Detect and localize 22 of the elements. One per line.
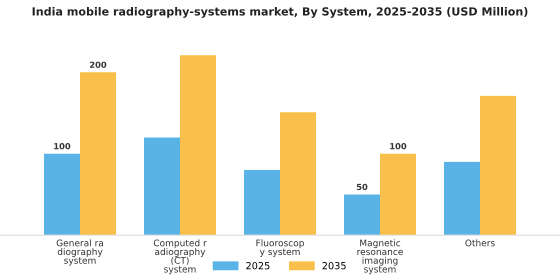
bar — [380, 154, 416, 236]
bar — [344, 194, 380, 236]
x-tick-label: General ra diography system — [56, 239, 104, 266]
bar — [44, 154, 80, 236]
chart-title: India mobile radiography-systems market, By System, 2025-2035 (USD Million) — [32, 7, 528, 18]
bar — [444, 162, 480, 236]
data-label: 50 — [356, 184, 368, 190]
x-tick-label: Others — [465, 239, 495, 246]
data-label: 200 — [90, 62, 106, 68]
data-label: 100 — [54, 143, 70, 150]
bar — [280, 112, 316, 236]
legend-label: 2025 — [246, 262, 270, 270]
bar — [144, 137, 180, 236]
data-label: 100 — [390, 143, 406, 150]
bar — [80, 72, 116, 236]
x-tick-label: Magnetic resonance imaging system — [357, 239, 403, 274]
bar — [180, 55, 216, 236]
x-tick-label: Computed r adiography (CT) system — [154, 239, 207, 274]
legend-label: 2035 — [322, 262, 346, 270]
x-tick-label: Fluoroscop y system — [256, 239, 304, 257]
bar — [244, 170, 280, 236]
bar — [480, 96, 516, 236]
